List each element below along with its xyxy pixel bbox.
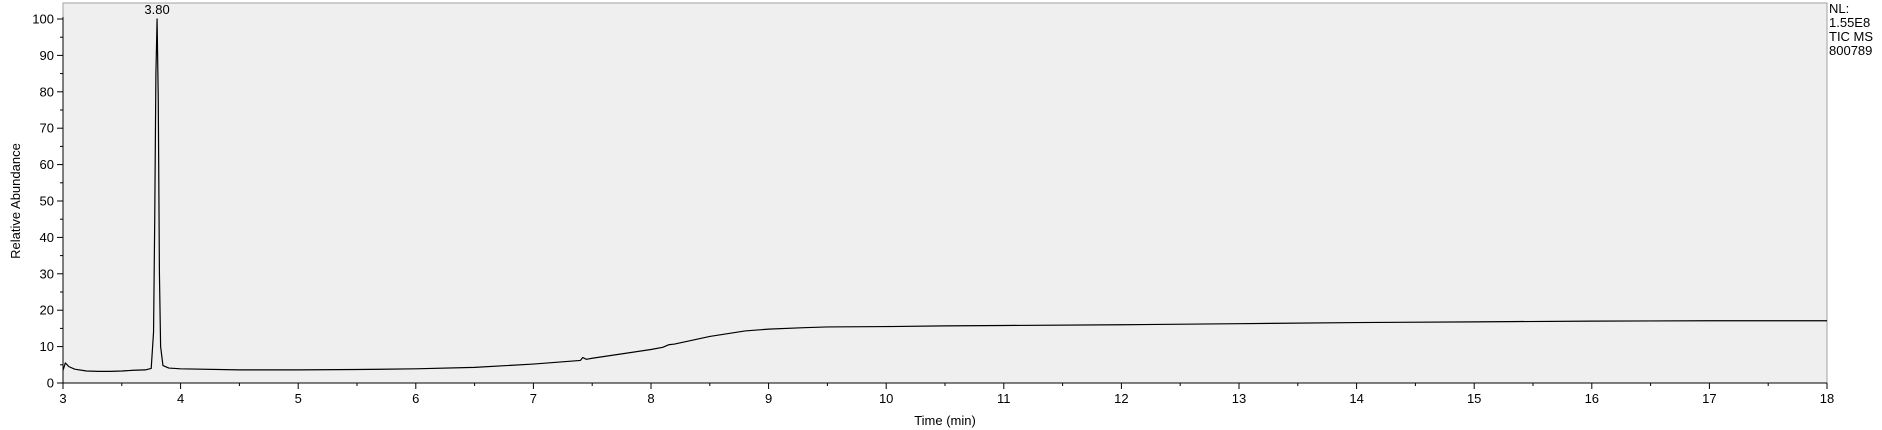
- info-line: 1.55E8: [1829, 15, 1870, 30]
- peak-label: 3.80: [144, 2, 169, 17]
- y-axis-title: Relative Abundance: [8, 143, 23, 259]
- y-axis: 0 10 20 30 40 50 60 70 80 90 100: [32, 12, 64, 391]
- x-tick-label: 4: [177, 391, 184, 406]
- x-tick-label: 16: [1585, 391, 1599, 406]
- y-tick-label: 40: [40, 230, 54, 245]
- y-tick-label: 50: [40, 194, 54, 209]
- x-tick-label: 9: [765, 391, 772, 406]
- info-line: NL:: [1829, 1, 1849, 16]
- info-line: TIC MS: [1829, 29, 1873, 44]
- x-tick-label: 5: [295, 391, 302, 406]
- x-tick-label: 14: [1349, 391, 1363, 406]
- x-tick-label: 17: [1702, 391, 1716, 406]
- x-tick-label: 15: [1467, 391, 1481, 406]
- y-tick-label: 100: [32, 12, 54, 27]
- x-axis: 3 4 5 6 7 8 9 10 11 12 13 14 15 16 17 18: [59, 382, 1834, 406]
- y-tick-label: 70: [40, 121, 54, 136]
- x-tick-label: 3: [59, 391, 66, 406]
- y-tick-label: 30: [40, 266, 54, 281]
- y-tick-label: 60: [40, 157, 54, 172]
- x-tick-label: 8: [647, 391, 654, 406]
- x-tick-label: 11: [997, 391, 1011, 406]
- x-tick-label: 7: [530, 391, 537, 406]
- x-axis-title: Time (min): [914, 413, 976, 428]
- y-tick-label: 20: [40, 303, 54, 318]
- plot-area: [62, 2, 1828, 384]
- y-tick-label: 0: [47, 376, 54, 391]
- tic-trace-line: [62, 18, 1827, 372]
- peak-annotations: 3.80: [144, 2, 169, 17]
- x-tick-label: 13: [1232, 391, 1246, 406]
- y-tick-label: 80: [40, 84, 54, 99]
- x-tick-label: 6: [412, 391, 419, 406]
- x-tick-label: 10: [879, 391, 893, 406]
- x-tick-label: 12: [1114, 391, 1128, 406]
- y-tick-label: 90: [40, 48, 54, 63]
- x-tick-label: 18: [1820, 391, 1834, 406]
- y-tick-label: 10: [40, 339, 54, 354]
- info-box: NL: 1.55E8 TIC MS 800789: [1829, 1, 1873, 58]
- info-line: 800789: [1829, 43, 1872, 58]
